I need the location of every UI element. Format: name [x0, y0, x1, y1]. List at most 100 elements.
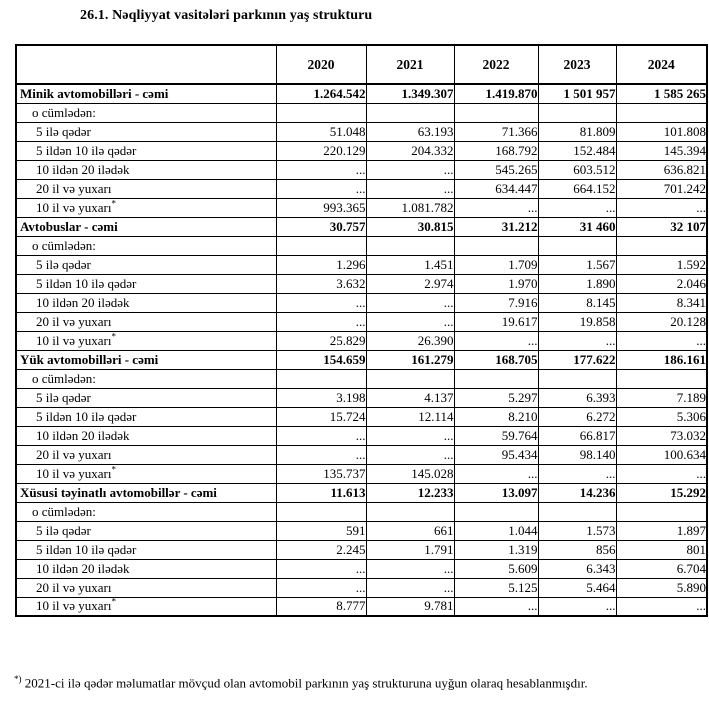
value-cell: 25.829 [275, 330, 367, 351]
table-row: 10 il və yuxarı* 25.829 26.390......... [15, 330, 708, 351]
table-row: 10 il və yuxarı* 8.777 9.781......... [15, 596, 708, 617]
value-cell: 1.592 [615, 254, 708, 275]
table-row: 10 ildən 20 ilədək...... 59.764 66.817 73.0… [15, 425, 708, 446]
value-cell: 1.567 [537, 254, 617, 275]
row-label-cell: o cümlədən: [15, 368, 277, 389]
value-cell: ... [275, 577, 367, 598]
value-cell: 19.617 [453, 311, 539, 332]
value-cell: 6.343 [537, 558, 617, 579]
value-cell: 5.890 [615, 577, 708, 598]
footnote-reference-asterisk: * [111, 597, 116, 607]
value-cell: 1.419.870 [453, 83, 539, 104]
table-row: 10 il və yuxarı* 993.365 1.081.782........… [15, 197, 708, 218]
row-label-text: 5 ildən 10 ilə qədər [36, 275, 137, 291]
value-cell: 7.189 [615, 387, 708, 408]
row-label-text: o cümlədən: [32, 104, 96, 120]
value-cell [453, 102, 539, 123]
row-label-cell: 5 ildən 10 ilə qədər [15, 140, 277, 161]
table-row: 5 ilə qədər 3.198 4.137 5.297 6.393 7.189 [15, 387, 708, 408]
table-row: 5 ildən 10 ilə qədər 3.632 2.974 1.970 1.890… [15, 273, 708, 294]
table-row: 10 il və yuxarı* 135.737 145.028......... [15, 463, 708, 484]
value-cell: ... [365, 159, 455, 180]
value-cell: 2.046 [615, 273, 708, 294]
value-cell [615, 501, 708, 522]
value-cell [365, 235, 455, 256]
row-label-cell: o cümlədən: [15, 102, 277, 123]
row-label-text: 20 il və yuxarı [36, 579, 112, 595]
value-cell [275, 235, 367, 256]
table-row: Yük avtomobilləri - cəmi 154.659 161.279 16… [15, 349, 708, 370]
value-cell [275, 368, 367, 389]
row-label-cell: 10 ildən 20 ilədək [15, 292, 277, 313]
footnote-marker: *) [14, 674, 22, 684]
value-cell: ... [275, 159, 367, 180]
value-cell [615, 235, 708, 256]
value-cell: 30.815 [365, 216, 455, 237]
page-title: 26.1. Nəqliyyat vasitələri parkının yaş … [80, 8, 373, 23]
value-cell: ... [275, 292, 367, 313]
value-cell: 59.764 [453, 425, 539, 446]
value-cell: ... [537, 596, 617, 617]
value-cell: ... [275, 444, 367, 465]
footnote-reference-asterisk: * [111, 198, 116, 209]
table-row: 5 ilə qədər 51.048 63.193 71.366 81.809 101.8… [15, 121, 708, 142]
header-year-2021: 2021 [365, 44, 455, 85]
value-cell [537, 235, 617, 256]
value-cell: 66.817 [537, 425, 617, 446]
value-cell: 2.245 [275, 539, 367, 560]
value-cell: ... [275, 178, 367, 199]
value-cell: 186.161 [615, 349, 708, 370]
value-cell: 95.434 [453, 444, 539, 465]
row-label-text: Yük avtomobilləri - cəmi [20, 351, 159, 367]
value-cell: 135.737 [275, 463, 367, 484]
value-cell: 8.210 [453, 406, 539, 427]
value-cell: 6.272 [537, 406, 617, 427]
row-label-text: 5 ildən 10 ilə qədər [36, 142, 137, 158]
value-cell: 63.193 [365, 121, 455, 142]
value-cell: ... [365, 178, 455, 199]
value-cell: 6.393 [537, 387, 617, 408]
value-cell: 168.705 [453, 349, 539, 370]
value-cell: 8.145 [537, 292, 617, 313]
value-cell: 1.573 [537, 520, 617, 541]
value-cell [275, 501, 367, 522]
value-cell: 1 585 265 [615, 83, 708, 104]
value-cell: 1 501 957 [537, 83, 617, 104]
value-cell: 8.341 [615, 292, 708, 313]
row-label-text: o cümlədən: [32, 370, 96, 386]
value-cell: 7.916 [453, 292, 539, 313]
row-label-text: Minik avtomobilləri - cəmi [20, 85, 169, 101]
table-row: o cümlədən: [15, 235, 708, 256]
value-cell [453, 501, 539, 522]
row-label-text: 10 ildən 20 ilədək [36, 427, 130, 443]
value-cell: 5.464 [537, 577, 617, 598]
table-row: Minik avtomobilləri - cəmi 1.264.542 1.349… [15, 83, 708, 104]
value-cell: 51.048 [275, 121, 367, 142]
value-cell: 73.032 [615, 425, 708, 446]
value-cell [365, 501, 455, 522]
value-cell [365, 102, 455, 123]
value-cell: 12.233 [365, 482, 455, 503]
value-cell: ... [615, 330, 708, 351]
value-cell: 19.858 [537, 311, 617, 332]
value-cell: 603.512 [537, 159, 617, 180]
row-label-text: Avtobuslar - cəmi [20, 218, 118, 234]
table-row: 5 ilə qədər 591 661 1.044 1.573 1.897 [15, 520, 708, 541]
value-cell [453, 368, 539, 389]
header-empty-cell [15, 44, 277, 85]
footnote-reference-asterisk: * [111, 331, 116, 342]
row-label-text: 5 ilə qədər [36, 389, 91, 405]
value-cell: ... [275, 558, 367, 579]
value-cell: ... [365, 444, 455, 465]
row-label-cell: Avtobuslar - cəmi [15, 216, 277, 237]
value-cell: 98.140 [537, 444, 617, 465]
value-cell: 31 460 [537, 216, 617, 237]
table-row: 5 ildən 10 ilə qədər 220.129 204.332 168.79… [15, 140, 708, 161]
value-cell: ... [453, 197, 539, 218]
row-label-cell: 10 ildən 20 ilədək [15, 425, 277, 446]
row-label-cell: 5 ilə qədər [15, 254, 277, 275]
row-label-cell: o cümlədən: [15, 501, 277, 522]
row-label-text: o cümlədən: [32, 503, 96, 519]
header-year-2024: 2024 [615, 44, 708, 85]
value-cell: 101.808 [615, 121, 708, 142]
